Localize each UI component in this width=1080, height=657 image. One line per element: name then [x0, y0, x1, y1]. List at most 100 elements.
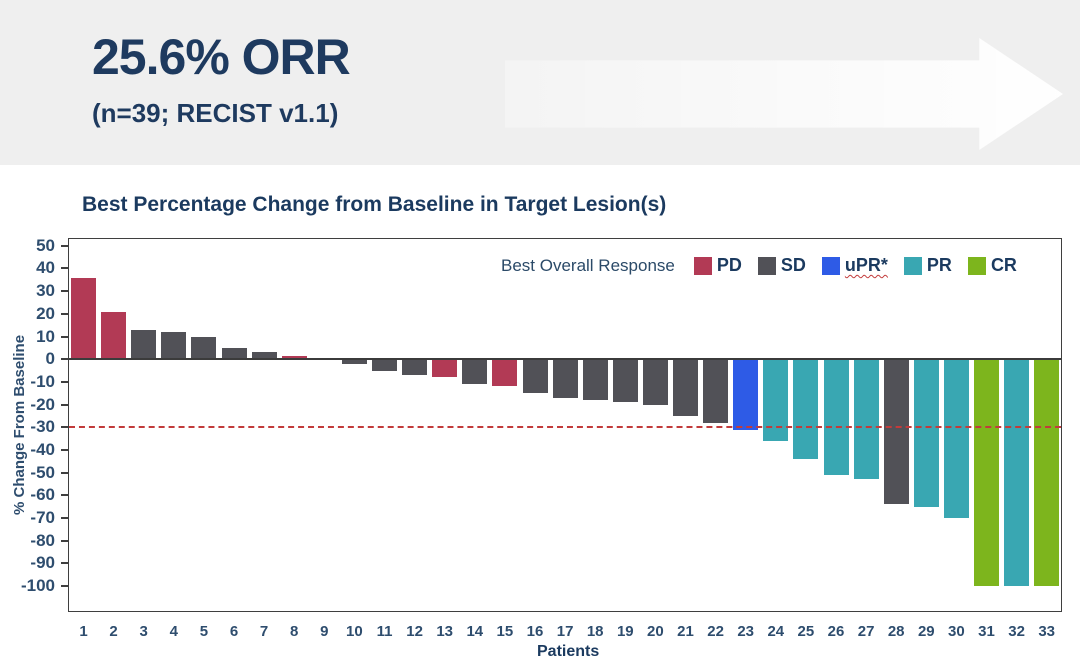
x-tick-label-10: 10 [346, 623, 363, 640]
y-tick-mark [61, 290, 69, 293]
legend-item-PR: PR [903, 255, 952, 276]
x-tick-label-3: 3 [139, 623, 148, 640]
header-banner: 25.6% ORR (n=39; RECIST v1.1) [0, 0, 1080, 165]
bar-patient-26 [823, 359, 849, 475]
x-tick-label-6: 6 [229, 623, 239, 640]
orr-subtitle: (n=39; RECIST v1.1) [92, 98, 339, 128]
legend-title: Best Overall Response [501, 255, 675, 275]
right-arrow-graphic [505, 38, 1063, 150]
bar-patient-12 [402, 359, 428, 376]
bar-patient-11 [372, 359, 397, 371]
legend-swatch-SD [757, 256, 776, 275]
y-tick-mark [61, 426, 69, 429]
legend-swatch-PR [903, 256, 922, 275]
y-tick-mark [61, 267, 69, 270]
y-tick-label: -10 [30, 371, 55, 391]
bar-patient-7 [251, 352, 277, 360]
y-tick-label: -30 [30, 417, 55, 437]
x-tick-label-22: 22 [707, 623, 724, 640]
x-tick-label-32: 32 [1008, 623, 1025, 640]
bar-patient-17 [552, 359, 578, 398]
legend-items: PD SD uPR* PR CR [693, 255, 1017, 276]
y-tick-label: 10 [36, 326, 55, 346]
bar-patient-32 [1004, 359, 1030, 587]
y-tick-label: -80 [30, 530, 55, 550]
x-tick-label-7: 7 [259, 623, 269, 640]
bar-patient-14 [462, 359, 488, 385]
zero-baseline [69, 358, 1061, 361]
legend-swatch-uPR [821, 256, 840, 275]
x-tick-label-2: 2 [109, 623, 118, 640]
x-tick-label-8: 8 [290, 623, 299, 640]
x-tick-label-26: 26 [827, 623, 845, 640]
y-tick-label: -60 [30, 485, 55, 505]
y-tick-mark [61, 403, 69, 406]
bar-patient-27 [853, 359, 879, 480]
y-tick-label: -40 [30, 439, 55, 459]
y-tick-mark [61, 335, 69, 338]
bar-patient-30 [943, 359, 969, 518]
plot-area: % Change From Baseline Best Overall Resp… [11, 236, 1062, 657]
legend-label: SD [780, 255, 806, 275]
bar-patient-3 [131, 329, 157, 360]
bar-patient-21 [673, 359, 698, 416]
x-tick-label-13: 13 [436, 623, 454, 640]
legend-label: CR [990, 255, 1017, 275]
x-tick-label-24: 24 [767, 623, 785, 640]
y-tick-mark [61, 562, 69, 565]
x-tick-label-33: 33 [1038, 623, 1056, 640]
y-tick-label: -20 [30, 394, 55, 414]
bar-patient-13 [432, 359, 458, 378]
y-tick-mark [61, 312, 69, 315]
y-tick-mark [61, 380, 69, 383]
bar-patient-28 [883, 359, 909, 505]
x-tick-label-15: 15 [496, 623, 514, 640]
bar-patient-18 [582, 359, 608, 401]
bar-patient-19 [612, 359, 638, 403]
y-tick-label: -70 [30, 508, 55, 527]
legend-swatch-CR [967, 256, 986, 275]
y-tick-label: 20 [36, 303, 55, 323]
x-tick-label-27: 27 [857, 623, 875, 640]
bar-patient-6 [221, 347, 247, 360]
y-tick-label: -90 [30, 553, 55, 573]
x-tick-label-17: 17 [556, 623, 574, 640]
legend-label: uPR* [844, 255, 888, 275]
x-tick-label-16: 16 [526, 623, 544, 640]
bar-patient-5 [191, 336, 217, 360]
bar-patient-10 [341, 359, 367, 364]
y-tick-label: 30 [36, 281, 55, 301]
chart-title: Best Percentage Change from Baseline in … [82, 193, 667, 216]
minus30-reference-line [69, 426, 1061, 429]
x-tick-label-21: 21 [677, 623, 694, 640]
y-tick-label: -100 [20, 576, 55, 596]
x-tick-label-12: 12 [406, 623, 423, 640]
x-tick-label-11: 11 [376, 623, 393, 640]
x-tick-label-30: 30 [948, 623, 965, 640]
y-tick-label: -50 [30, 462, 55, 482]
bar-patient-1 [71, 277, 96, 360]
x-tick-label-28: 28 [887, 623, 905, 640]
y-tick-mark [61, 244, 69, 247]
bar-patient-15 [492, 359, 518, 387]
bar-patient-4 [161, 332, 187, 360]
legend: Best Overall Response PD SD uPR* PR CR [501, 255, 1017, 276]
x-axis-title: Patients [537, 643, 600, 657]
orr-headline: 25.6% ORR [92, 29, 351, 85]
bar-patient-31 [974, 359, 999, 587]
legend-item-PD: PD [693, 255, 742, 276]
x-tick-label-5: 5 [199, 623, 209, 640]
y-tick-mark [61, 358, 69, 361]
legend-swatch-PD [693, 256, 712, 275]
y-tick-mark [61, 494, 69, 497]
y-tick-mark [61, 517, 69, 519]
bar-patient-24 [763, 359, 789, 441]
x-tick-label-31: 31 [978, 623, 995, 640]
x-tick-label-18: 18 [586, 623, 604, 640]
x-tick-label-29: 29 [917, 623, 935, 640]
bar-patient-33 [1034, 359, 1060, 587]
bar-patient-29 [913, 359, 939, 507]
y-tick-label: 40 [36, 258, 55, 278]
bar-patient-23 [733, 359, 759, 430]
